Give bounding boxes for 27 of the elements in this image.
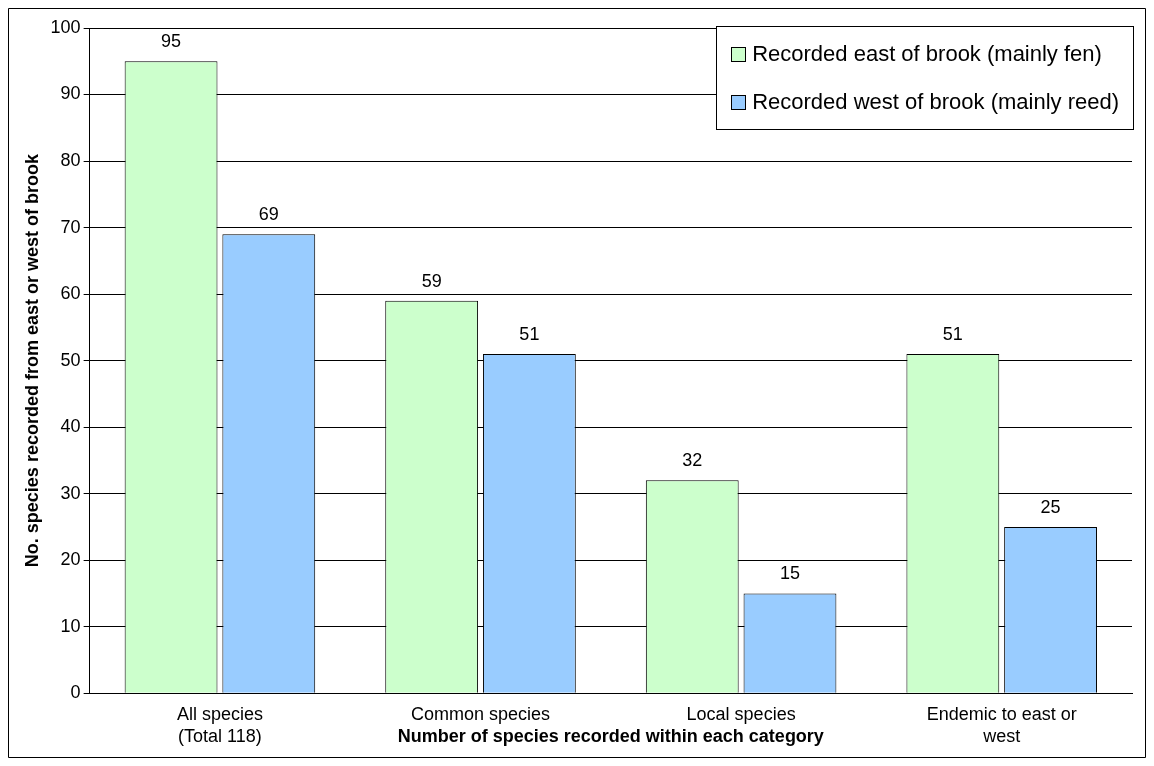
y-tick-label: 50: [60, 349, 81, 370]
x-tick-label: Endemic to east or west: [926, 703, 1077, 746]
legend-label: Recorded east of brook (mainly fen): [752, 41, 1102, 67]
y-tick-label: 60: [60, 283, 81, 304]
y-tick-label: 20: [60, 549, 81, 570]
data-label: 51: [942, 323, 963, 344]
y-tick-label: 70: [60, 216, 81, 237]
y-tick-label: 80: [60, 150, 81, 171]
x-axis-title: Number of species recorded within each category: [397, 726, 824, 747]
legend-label: Recorded west of brook (mainly reed): [752, 89, 1119, 115]
y-tick-label: 90: [60, 83, 81, 104]
data-label: 25: [1040, 496, 1061, 517]
y-tick-label: 100: [50, 16, 81, 37]
y-tick-label: 30: [60, 482, 81, 503]
x-tick-label: Common species: [410, 703, 551, 724]
y-tick-label: 0: [70, 682, 81, 703]
y-tick-label: 10: [60, 615, 81, 636]
data-label: 59: [421, 270, 442, 291]
y-axis-title: No. species recorded from east or west of brook: [21, 153, 42, 568]
data-label: 15: [779, 563, 800, 584]
data-label: 51: [519, 323, 540, 344]
data-label: 69: [258, 204, 279, 225]
data-label: 32: [682, 450, 703, 471]
y-tick-label: 40: [60, 416, 81, 437]
x-tick-label: All species (Total 118): [176, 703, 263, 746]
data-label: 95: [161, 31, 182, 52]
x-tick-label: Local species: [686, 703, 796, 724]
